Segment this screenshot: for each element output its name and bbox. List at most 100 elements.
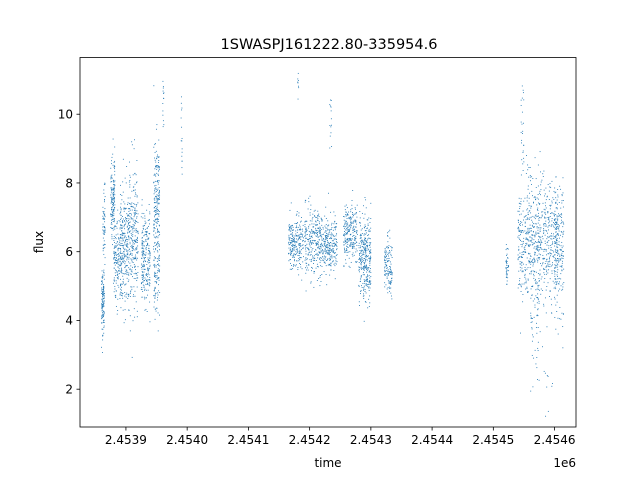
data-point [542,257,544,259]
data-point [387,269,389,271]
data-point [300,266,302,268]
data-point [156,281,158,283]
data-point [114,254,116,256]
data-point [157,210,159,212]
data-point [123,224,125,226]
data-point [163,97,165,99]
data-point [299,247,301,249]
data-point [292,249,294,251]
data-point [547,226,549,228]
data-point [153,198,155,200]
data-point [157,179,159,181]
data-point [103,243,105,245]
data-point [156,213,158,215]
data-point [134,189,136,191]
data-point [102,289,104,291]
data-point [144,309,146,311]
data-point [144,217,146,219]
data-point [555,202,556,204]
data-point [314,215,316,217]
data-point [366,244,368,246]
data-point [127,218,129,220]
data-point [181,96,182,98]
data-point [543,229,544,231]
data-point [387,287,389,289]
data-point [311,232,313,234]
data-point [353,244,355,246]
data-point [352,244,353,246]
data-point [113,253,115,255]
data-point [556,271,558,273]
data-point [133,216,135,218]
data-point [157,173,159,175]
data-point [534,218,536,220]
data-point [136,210,138,212]
data-point [360,259,362,261]
data-point [525,233,527,235]
data-point [359,235,361,236]
data-point [562,177,564,179]
data-point [131,190,133,192]
data-point [561,231,563,233]
data-point [314,251,315,252]
data-point [363,205,365,207]
data-point [559,248,561,250]
data-point [328,238,330,239]
data-point [327,235,329,237]
data-point [101,300,103,302]
data-point [384,274,386,276]
data-point [542,202,544,204]
data-point [306,234,308,235]
data-point [104,182,106,184]
data-point [141,286,143,288]
data-point [297,222,299,224]
data-point [181,109,183,111]
data-point [555,288,557,290]
data-point [133,246,135,247]
data-point [390,266,391,268]
data-point [310,281,312,283]
data-point [111,189,113,191]
data-point [313,231,315,233]
data-point [112,203,114,205]
data-point [122,257,124,259]
data-point [335,258,337,260]
data-point [352,222,354,224]
data-point [295,230,297,232]
data-point [137,213,139,215]
data-point [143,213,145,215]
data-point [368,249,370,251]
data-point [353,242,355,244]
data-point [537,222,539,224]
data-point [136,237,138,239]
data-point [101,317,103,319]
data-point [298,238,299,240]
data-point [545,249,547,251]
data-point [521,123,523,125]
data-point [530,263,532,265]
data-point [385,253,387,255]
data-point [296,226,298,228]
data-point [365,261,367,263]
data-point [315,230,317,232]
data-point [299,237,301,239]
data-point [114,225,116,227]
data-point [352,255,354,257]
data-point [156,258,158,259]
data-point [297,239,299,241]
data-point [155,175,157,177]
data-point [348,239,350,241]
data-point [120,237,122,239]
data-point [535,197,537,199]
data-point [550,234,552,236]
data-point [320,243,322,245]
data-point [288,247,290,249]
data-point [526,257,528,259]
data-point [157,241,158,243]
data-point [534,242,535,244]
data-point [557,258,558,260]
data-point [549,256,551,258]
data-point [145,239,147,241]
data-point [556,281,558,282]
data-point [110,188,112,190]
